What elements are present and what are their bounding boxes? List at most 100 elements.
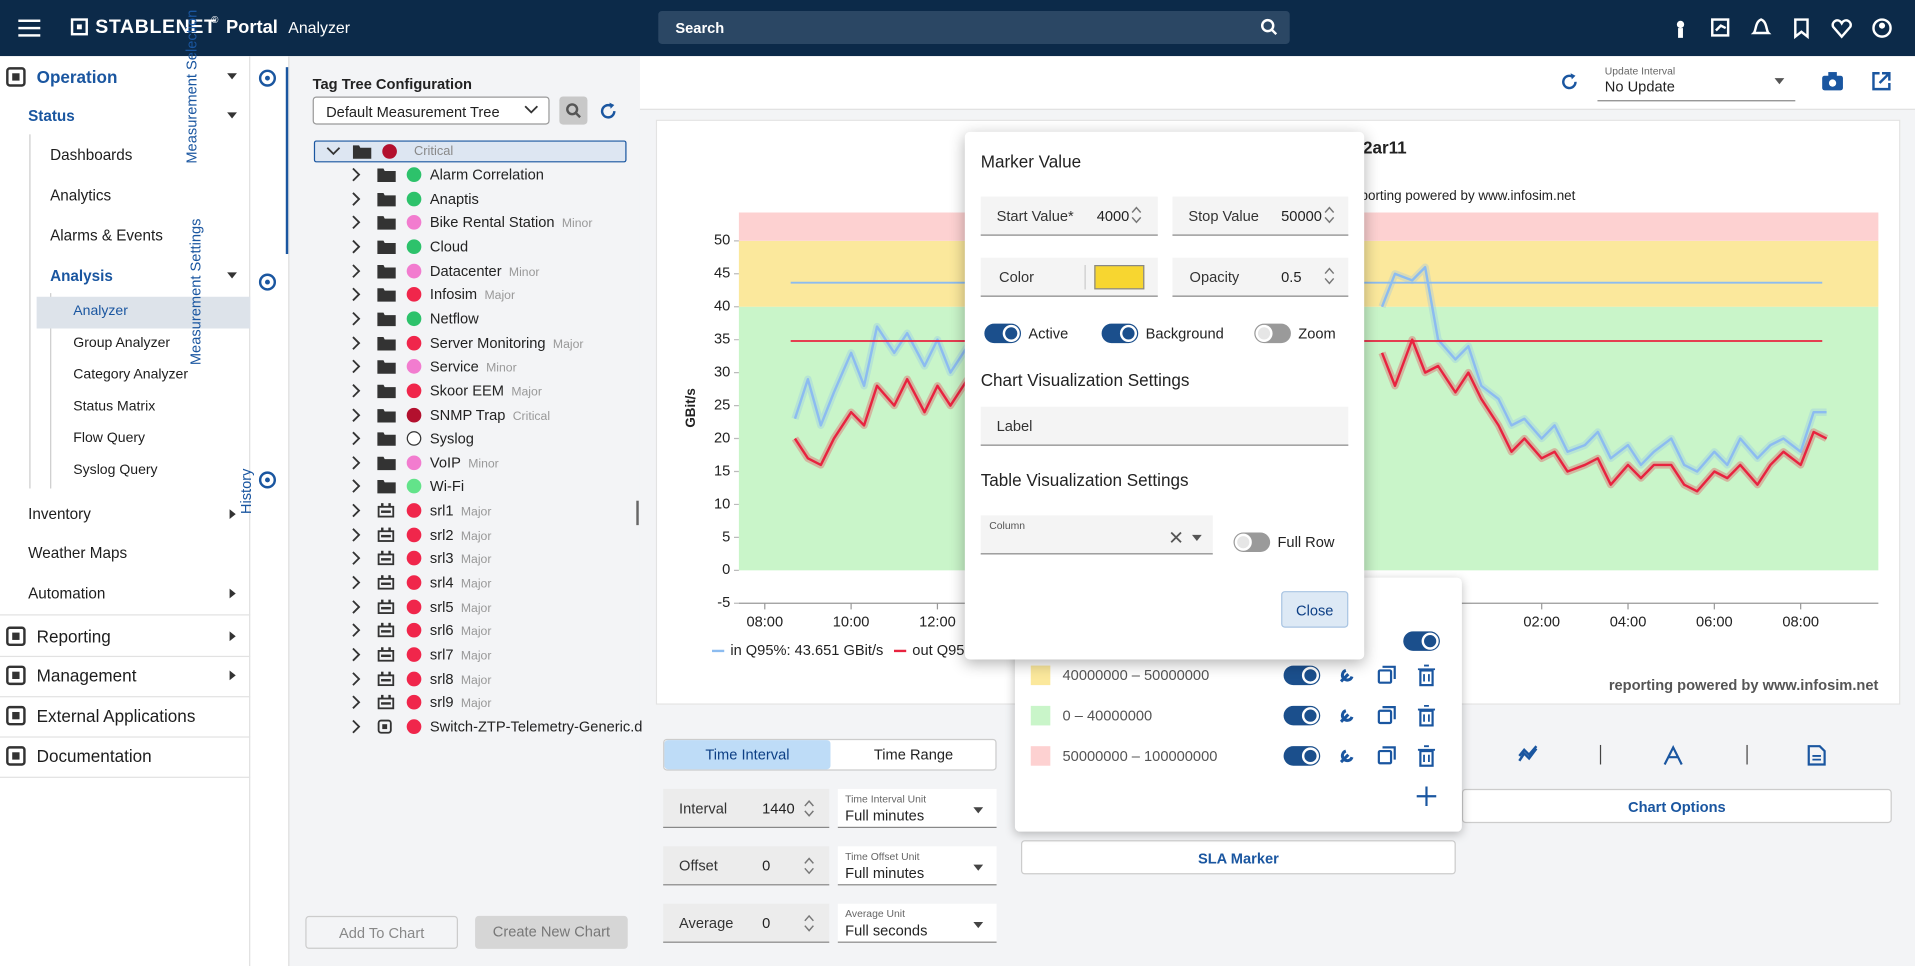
toggle[interactable] xyxy=(1254,323,1291,344)
wrench-icon[interactable] xyxy=(1339,706,1357,724)
clear-icon[interactable] xyxy=(1170,531,1182,543)
toggle[interactable] xyxy=(1283,665,1321,686)
chevron-right[interactable] xyxy=(352,215,361,230)
tree-item[interactable]: srl2 Major xyxy=(429,526,492,544)
header-icon[interactable] xyxy=(1671,18,1691,38)
tree-item[interactable]: srl4 Major xyxy=(429,574,492,592)
tab-icon[interactable] xyxy=(258,273,277,291)
chevron-right[interactable] xyxy=(352,311,361,326)
tree-item[interactable]: Infosim Major xyxy=(429,286,516,304)
toggle[interactable] xyxy=(1233,532,1271,553)
time-tab[interactable]: Time Interval xyxy=(664,740,831,770)
tree-item[interactable]: srl1 Major xyxy=(429,502,492,520)
nav-item[interactable]: External Applications xyxy=(36,705,196,726)
chevron-right[interactable] xyxy=(352,359,361,374)
chevron-right[interactable] xyxy=(352,263,361,278)
header-icon[interactable] xyxy=(1792,18,1812,40)
tree-item[interactable]: Alarm Correlation xyxy=(429,166,544,184)
nav-item[interactable]: Status xyxy=(28,107,75,125)
search-box[interactable]: Search xyxy=(658,10,1290,44)
tree-item[interactable]: Netflow xyxy=(429,310,479,328)
nav-item[interactable]: Analytics xyxy=(50,186,112,204)
refresh-icon[interactable] xyxy=(1561,73,1578,90)
tree-item[interactable]: Service Minor xyxy=(429,358,517,376)
nav-item[interactable]: Automation xyxy=(28,584,106,602)
toggle[interactable] xyxy=(984,323,1022,344)
tree-item[interactable]: Syslog xyxy=(429,430,474,448)
nav-item[interactable]: Reporting xyxy=(36,626,111,647)
tree-button[interactable]: Add To Chart xyxy=(305,915,458,949)
tree-item[interactable]: srl3 Major xyxy=(429,550,492,568)
tool-icon[interactable] xyxy=(1518,745,1538,766)
toggle[interactable] xyxy=(1283,746,1321,766)
tree-item[interactable]: srl6 Major xyxy=(429,622,492,640)
chevron-right[interactable] xyxy=(352,407,361,422)
nav-item[interactable]: Weather Maps xyxy=(28,544,128,562)
nav-item[interactable]: Operation xyxy=(36,67,118,87)
chevron-right[interactable] xyxy=(352,599,361,614)
input-field[interactable] xyxy=(980,196,1158,236)
tool-icon[interactable] xyxy=(1807,745,1826,766)
delete-icon[interactable] xyxy=(1417,745,1436,767)
chevron-right[interactable] xyxy=(352,479,361,494)
tree-item[interactable]: VoIP Minor xyxy=(429,454,499,472)
chevron-right[interactable] xyxy=(352,383,361,398)
header-icon[interactable] xyxy=(1831,18,1852,39)
tab-icon[interactable] xyxy=(258,471,277,489)
chevron-right[interactable] xyxy=(352,167,361,182)
nav-item[interactable]: Management xyxy=(36,665,137,686)
tree-item[interactable]: Bike Rental Station Minor xyxy=(429,214,593,232)
tree-item[interactable]: Skoor EEM Major xyxy=(429,382,542,400)
camera-icon[interactable] xyxy=(1822,72,1843,91)
unit-field[interactable]: Average Unit Full seconds xyxy=(837,903,997,943)
unit-field[interactable]: Time Offset Unit Full minutes xyxy=(837,846,997,886)
external-icon[interactable] xyxy=(1872,72,1891,91)
nav-item[interactable]: Category Analyzer xyxy=(73,367,189,383)
tree-item[interactable]: Cloud xyxy=(429,238,469,256)
tab-icon[interactable] xyxy=(258,69,277,87)
color-swatch[interactable] xyxy=(1094,265,1145,290)
chevron-right[interactable] xyxy=(352,191,361,206)
search-button[interactable] xyxy=(559,96,588,125)
input-field[interactable] xyxy=(1172,196,1349,236)
chevron-right[interactable] xyxy=(352,239,361,254)
tree-item[interactable]: srl7 Major xyxy=(429,646,492,664)
wrench-icon[interactable] xyxy=(1339,666,1357,684)
side-tab[interactable]: Measurement Selection xyxy=(183,9,201,164)
tree-item[interactable]: Wi-Fi xyxy=(429,478,465,496)
wrench-icon[interactable] xyxy=(1339,746,1357,764)
close-button[interactable]: Close xyxy=(1281,591,1349,628)
chevron-right[interactable] xyxy=(352,623,361,638)
chevron-right[interactable] xyxy=(352,695,361,710)
time-tab[interactable]: Time Range xyxy=(873,746,954,764)
chevron-right[interactable] xyxy=(352,551,361,566)
tool-icon[interactable] xyxy=(1663,744,1683,766)
side-tab[interactable]: Measurement Settings xyxy=(186,218,204,366)
copy-icon[interactable] xyxy=(1377,746,1396,765)
tree-button[interactable]: Create New Chart xyxy=(475,915,628,949)
update-value[interactable]: No Update xyxy=(1604,78,1675,96)
toggle[interactable] xyxy=(1101,323,1139,344)
time-field[interactable]: Interval 1440 xyxy=(663,788,830,829)
nav-item[interactable]: Syslog Query xyxy=(73,463,158,478)
time-field[interactable]: Offset 0 xyxy=(663,846,830,886)
chevron-right[interactable] xyxy=(352,671,361,686)
delete-icon[interactable] xyxy=(1417,704,1436,727)
chevron-right[interactable] xyxy=(352,719,361,734)
nav-item[interactable]: Flow Query xyxy=(73,431,146,447)
tree-item[interactable]: Switch-ZTP-Telemetry-Generic.d xyxy=(429,718,643,736)
tree-item[interactable]: srl8 Major xyxy=(429,670,492,688)
menu-icon[interactable] xyxy=(18,19,41,37)
nav-item[interactable]: Analyzer xyxy=(73,304,128,320)
chart-options-button[interactable]: Chart Options xyxy=(1461,788,1892,824)
chevron-right[interactable] xyxy=(352,647,361,662)
nav-item[interactable]: Status Matrix xyxy=(73,399,156,415)
chevron-right[interactable] xyxy=(352,455,361,470)
chevron-right[interactable] xyxy=(352,431,361,446)
nav-item[interactable]: Inventory xyxy=(28,505,91,523)
header-icon[interactable] xyxy=(1872,18,1892,38)
search-icon[interactable] xyxy=(1260,18,1278,36)
unit-field[interactable]: Time Interval Unit Full minutes xyxy=(837,788,997,829)
nav-item[interactable]: Documentation xyxy=(36,746,152,766)
header-icon[interactable] xyxy=(1750,18,1772,38)
